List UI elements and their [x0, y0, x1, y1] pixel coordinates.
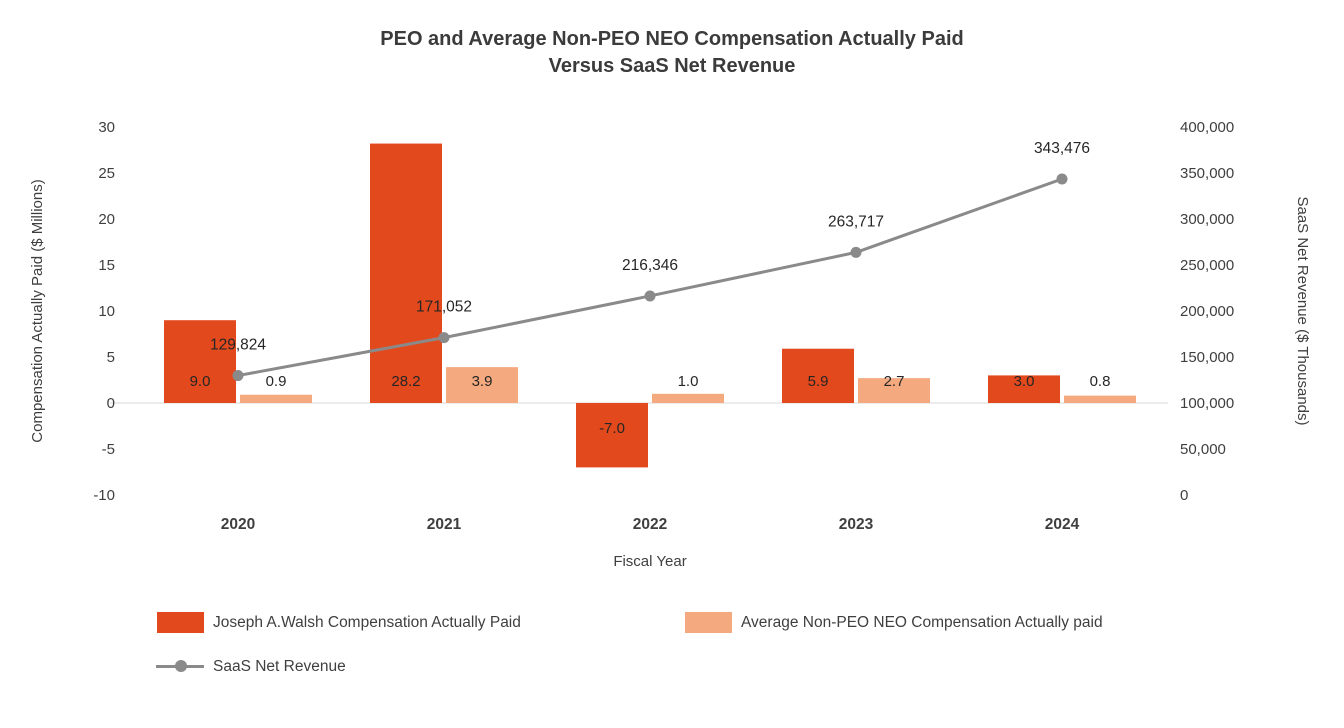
chart-title-line1: PEO and Average Non-PEO NEO Compensation… — [380, 28, 964, 50]
bar-peo-2020 — [164, 320, 236, 403]
bar-neo-2022 — [652, 393, 724, 403]
bar-data-label: 28.2 — [391, 373, 420, 390]
bar-data-label: 3.9 — [472, 373, 493, 390]
category-label: 2022 — [633, 516, 667, 533]
category-label: 2020 — [221, 516, 255, 533]
line-marker — [1056, 173, 1068, 185]
line-marker — [850, 246, 862, 258]
left-axis-tick-label: 0 — [107, 395, 115, 412]
left-axis-tick-label: 10 — [98, 303, 115, 320]
legend-swatch-peo — [157, 612, 204, 633]
bar-neo-2023 — [858, 378, 930, 403]
right-axis-tick-label: 50,000 — [1180, 441, 1226, 458]
line-data-label: 343,476 — [1034, 140, 1090, 157]
left-axis-tick-label: 15 — [98, 257, 115, 274]
bar-data-label: 0.8 — [1090, 373, 1111, 390]
line-data-label: 171,052 — [416, 299, 472, 316]
legend-item-neo: Average Non-PEO NEO Compensation Actuall… — [685, 612, 1103, 633]
left-axis-title: Compensation Actually Paid ($ Millions) — [29, 179, 46, 442]
chart-title-line2: Versus SaaS Net Revenue — [548, 55, 796, 77]
left-axis-tick-label: 20 — [98, 211, 115, 228]
x-axis-title: Fiscal Year — [613, 553, 686, 570]
line-data-label: 216,346 — [622, 257, 678, 274]
right-axis-tick-label: 100,000 — [1180, 395, 1234, 412]
right-axis-title: SaaS Net Revenue ($ Thousands) — [1294, 196, 1311, 425]
bar-peo-2023 — [782, 348, 854, 403]
right-axis-tick-label: 150,000 — [1180, 349, 1234, 366]
bar-data-label: -7.0 — [599, 420, 625, 437]
legend-line-marker — [175, 660, 187, 672]
right-axis-tick-label: 0 — [1180, 487, 1188, 504]
legend-label-neo: Average Non-PEO NEO Compensation Actuall… — [741, 613, 1103, 631]
legend-label-revenue: SaaS Net Revenue — [213, 657, 346, 675]
bar-peo-2021 — [370, 143, 442, 403]
line-data-label: 129,824 — [210, 337, 266, 354]
category-label: 2023 — [839, 516, 874, 533]
category-label: 2024 — [1045, 516, 1080, 533]
left-axis-tick-label: 5 — [107, 349, 115, 366]
line-data-label: 263,717 — [828, 213, 884, 230]
left-axis-tick-label: 30 — [98, 119, 115, 136]
bar-data-label: 2.7 — [884, 373, 905, 390]
bar-neo-2021 — [446, 367, 518, 403]
left-axis-tick-label: -5 — [102, 441, 115, 458]
bar-data-label: 5.9 — [808, 373, 829, 390]
left-axis-tick-label: 25 — [98, 165, 115, 182]
line-marker — [644, 290, 656, 302]
line-marker — [438, 332, 450, 344]
legend-swatch-revenue-line — [156, 656, 204, 677]
legend-item-peo: Joseph A.Walsh Compensation Actually Pai… — [157, 612, 521, 633]
right-axis-tick-label: 200,000 — [1180, 303, 1234, 320]
line-marker — [232, 370, 244, 382]
bar-data-label: 1.0 — [678, 373, 699, 390]
bar-data-label: 3.0 — [1014, 373, 1035, 390]
legend-label-peo: Joseph A.Walsh Compensation Actually Pai… — [213, 613, 521, 631]
right-axis-tick-label: 250,000 — [1180, 257, 1234, 274]
revenue-line — [237, 177, 1063, 378]
bar-neo-2024 — [1064, 395, 1136, 403]
chart-title: PEO and Average Non-PEO NEO Compensation… — [0, 26, 1344, 80]
category-label: 2021 — [427, 516, 462, 533]
legend-swatch-neo — [685, 612, 732, 633]
legend-item-revenue: SaaS Net Revenue — [156, 656, 346, 677]
bar-neo-2020 — [240, 394, 312, 403]
bar-peo-2022 — [576, 403, 648, 468]
bar-data-label: 9.0 — [190, 373, 211, 390]
bar-data-label: 0.9 — [266, 373, 287, 390]
left-axis-tick-label: -10 — [93, 487, 115, 504]
right-axis-tick-label: 300,000 — [1180, 211, 1234, 228]
right-axis-tick-label: 350,000 — [1180, 165, 1234, 182]
right-axis-tick-label: 400,000 — [1180, 119, 1234, 136]
bar-peo-2024 — [988, 375, 1060, 403]
